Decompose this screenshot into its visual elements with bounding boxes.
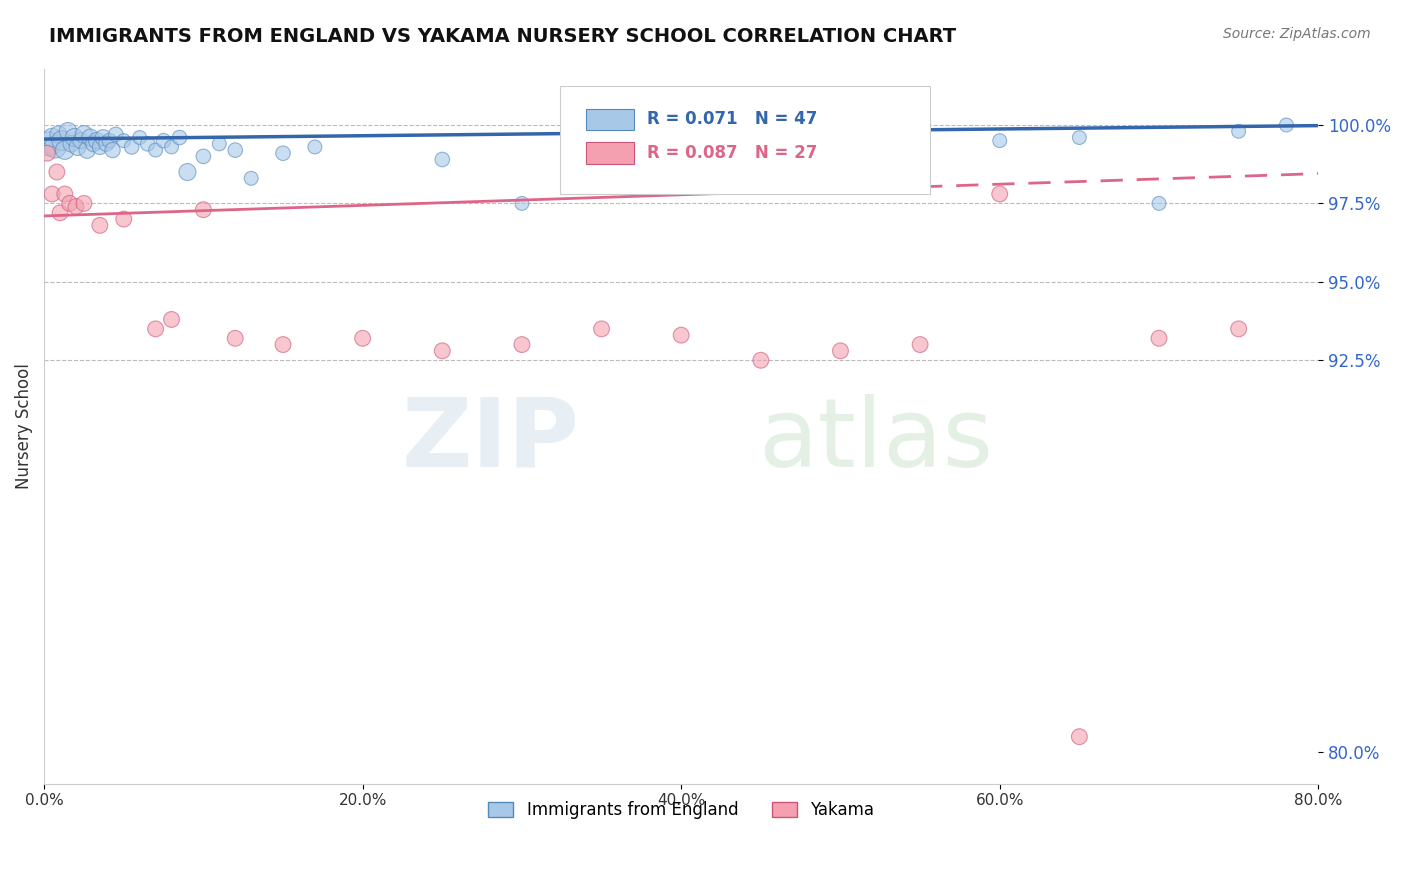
- Point: [169, 130, 191, 145]
- Point: [79, 130, 101, 145]
- Point: [136, 136, 159, 151]
- Point: [1227, 322, 1250, 336]
- Point: [749, 353, 772, 368]
- Point: [91, 130, 114, 145]
- Point: [104, 128, 127, 142]
- Point: [48, 128, 70, 142]
- Point: [988, 134, 1011, 148]
- Point: [1275, 118, 1298, 132]
- Point: [193, 202, 215, 217]
- Point: [82, 136, 104, 151]
- Point: [98, 134, 121, 148]
- Text: ZIP: ZIP: [401, 394, 579, 487]
- Point: [41, 186, 63, 201]
- Point: [49, 206, 72, 220]
- Point: [271, 146, 294, 161]
- Point: [749, 149, 772, 163]
- Point: [1069, 130, 1091, 145]
- Point: [510, 196, 533, 211]
- Point: [988, 186, 1011, 201]
- Point: [145, 143, 167, 157]
- Point: [176, 165, 198, 179]
- Legend: Immigrants from England, Yakama: Immigrants from England, Yakama: [482, 794, 880, 825]
- Point: [63, 130, 86, 145]
- Point: [60, 136, 83, 151]
- Text: R = 0.087   N = 27: R = 0.087 N = 27: [647, 144, 817, 162]
- Point: [1069, 730, 1091, 744]
- Point: [193, 149, 215, 163]
- Bar: [586, 109, 634, 130]
- Point: [73, 128, 96, 142]
- Point: [128, 130, 150, 145]
- Point: [89, 219, 111, 233]
- Point: [53, 143, 76, 157]
- Point: [44, 140, 66, 154]
- Text: Source: ZipAtlas.com: Source: ZipAtlas.com: [1223, 27, 1371, 41]
- Point: [830, 343, 852, 358]
- Point: [69, 134, 91, 148]
- Point: [41, 130, 63, 145]
- FancyBboxPatch shape: [560, 87, 929, 194]
- Point: [510, 337, 533, 351]
- Point: [66, 140, 89, 154]
- Point: [37, 146, 59, 161]
- Point: [121, 140, 143, 154]
- Point: [208, 136, 231, 151]
- Point: [112, 212, 135, 227]
- Point: [669, 328, 692, 343]
- Point: [89, 140, 111, 154]
- Point: [112, 134, 135, 148]
- Point: [45, 165, 67, 179]
- Point: [352, 331, 374, 345]
- Point: [38, 136, 60, 151]
- Point: [145, 322, 167, 336]
- Point: [65, 200, 87, 214]
- Point: [271, 337, 294, 351]
- Point: [1147, 331, 1170, 345]
- Point: [58, 196, 80, 211]
- Bar: [586, 142, 634, 163]
- Point: [76, 143, 98, 157]
- Point: [1227, 124, 1250, 138]
- Point: [51, 134, 73, 148]
- Point: [830, 143, 852, 157]
- Point: [53, 186, 76, 201]
- Point: [152, 134, 174, 148]
- Point: [224, 331, 246, 345]
- Point: [591, 322, 613, 336]
- Point: [86, 134, 108, 148]
- Point: [240, 171, 263, 186]
- Text: atlas: atlas: [758, 394, 993, 487]
- Point: [432, 153, 454, 167]
- Y-axis label: Nursery School: Nursery School: [15, 363, 32, 489]
- Point: [1147, 196, 1170, 211]
- Point: [160, 140, 183, 154]
- Point: [56, 124, 79, 138]
- Point: [908, 337, 931, 351]
- Text: IMMIGRANTS FROM ENGLAND VS YAKAMA NURSERY SCHOOL CORRELATION CHART: IMMIGRANTS FROM ENGLAND VS YAKAMA NURSER…: [49, 27, 956, 45]
- Point: [73, 196, 96, 211]
- Point: [96, 136, 118, 151]
- Text: R = 0.071   N = 47: R = 0.071 N = 47: [647, 111, 817, 128]
- Point: [101, 143, 124, 157]
- Point: [432, 343, 454, 358]
- Point: [304, 140, 326, 154]
- Point: [160, 312, 183, 326]
- Point: [908, 136, 931, 151]
- Point: [224, 143, 246, 157]
